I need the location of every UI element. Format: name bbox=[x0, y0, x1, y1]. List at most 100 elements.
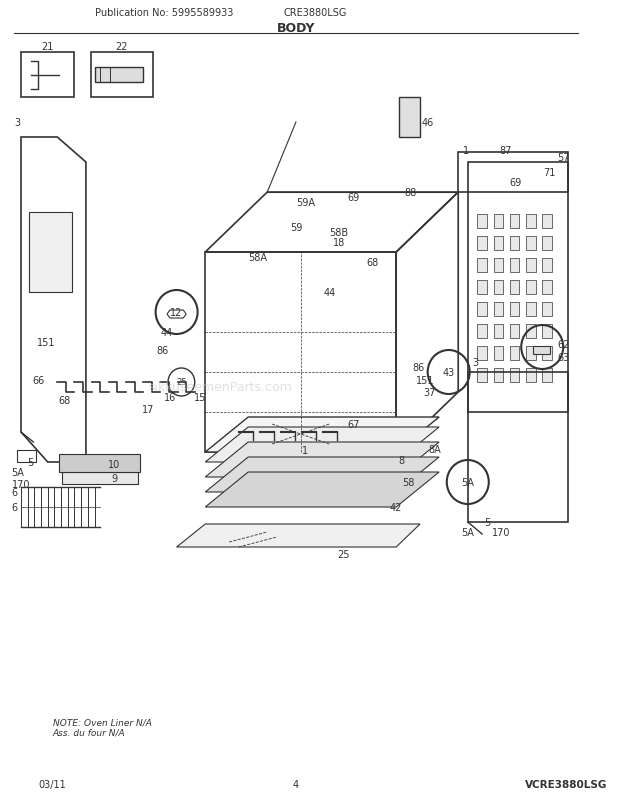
Bar bbox=[477, 259, 487, 273]
Text: 25: 25 bbox=[337, 549, 350, 559]
Bar bbox=[95, 68, 143, 83]
Bar bbox=[526, 215, 536, 229]
Polygon shape bbox=[205, 418, 439, 452]
Text: 6: 6 bbox=[11, 502, 17, 512]
Text: sikkuseemenParts.com: sikkuseemenParts.com bbox=[148, 381, 292, 394]
Text: 3: 3 bbox=[472, 358, 479, 367]
Bar bbox=[399, 98, 420, 138]
Text: 12: 12 bbox=[170, 308, 183, 318]
Text: 170: 170 bbox=[492, 528, 510, 537]
Text: 71: 71 bbox=[542, 168, 555, 178]
Bar bbox=[17, 451, 37, 463]
Bar bbox=[526, 259, 536, 273]
Text: 62: 62 bbox=[557, 339, 569, 350]
Bar bbox=[477, 346, 487, 361]
Bar bbox=[477, 369, 487, 383]
Bar bbox=[510, 215, 520, 229]
Bar bbox=[526, 346, 536, 361]
Text: 58A: 58A bbox=[248, 253, 267, 263]
Bar bbox=[542, 369, 552, 383]
Text: 58B: 58B bbox=[329, 228, 348, 237]
Text: 58: 58 bbox=[402, 477, 415, 488]
Bar bbox=[526, 237, 536, 251]
Bar bbox=[205, 253, 396, 452]
Text: 37: 37 bbox=[423, 387, 436, 398]
Bar bbox=[477, 325, 487, 338]
Bar bbox=[477, 215, 487, 229]
Bar bbox=[510, 281, 520, 294]
Text: 59A: 59A bbox=[296, 198, 315, 208]
Bar bbox=[477, 281, 487, 294]
Text: 4: 4 bbox=[293, 779, 299, 789]
Text: 86: 86 bbox=[156, 346, 169, 355]
Bar bbox=[542, 325, 552, 338]
Text: 68: 68 bbox=[366, 257, 378, 268]
Text: NOTE: Oven Liner N/A
Ass. du four N/A: NOTE: Oven Liner N/A Ass. du four N/A bbox=[53, 718, 151, 737]
Text: 17: 17 bbox=[142, 404, 154, 415]
Bar bbox=[526, 325, 536, 338]
Bar bbox=[494, 325, 503, 338]
Bar bbox=[510, 369, 520, 383]
Text: 5: 5 bbox=[27, 457, 33, 468]
Bar bbox=[542, 215, 552, 229]
Polygon shape bbox=[205, 457, 439, 492]
Text: 25: 25 bbox=[176, 378, 187, 387]
Text: 67: 67 bbox=[347, 419, 360, 429]
Text: 15: 15 bbox=[194, 392, 206, 403]
Bar bbox=[62, 472, 138, 484]
Text: 44: 44 bbox=[161, 327, 173, 338]
Text: Publication No: 5995589933: Publication No: 5995589933 bbox=[95, 8, 234, 18]
Text: 03/11: 03/11 bbox=[38, 779, 66, 789]
Bar bbox=[542, 302, 552, 317]
Text: 21: 21 bbox=[41, 42, 53, 52]
Bar bbox=[477, 302, 487, 317]
Text: 8A: 8A bbox=[428, 444, 441, 455]
Bar bbox=[494, 302, 503, 317]
Bar bbox=[526, 369, 536, 383]
Text: 151: 151 bbox=[415, 375, 434, 386]
Text: 8: 8 bbox=[398, 456, 404, 465]
Bar bbox=[542, 237, 552, 251]
Text: 151: 151 bbox=[37, 338, 55, 347]
Text: 86: 86 bbox=[412, 363, 424, 373]
Text: 66: 66 bbox=[32, 375, 44, 386]
Bar bbox=[526, 281, 536, 294]
Text: 42: 42 bbox=[390, 502, 402, 512]
Bar bbox=[510, 237, 520, 251]
Text: 3: 3 bbox=[14, 118, 20, 128]
Bar bbox=[510, 259, 520, 273]
Text: 22: 22 bbox=[115, 42, 128, 52]
Text: 5A: 5A bbox=[461, 528, 474, 537]
Text: 1: 1 bbox=[463, 146, 469, 156]
Text: 59: 59 bbox=[290, 223, 302, 233]
Bar bbox=[21, 53, 74, 98]
Text: 5A: 5A bbox=[11, 468, 24, 477]
Text: 6: 6 bbox=[11, 488, 17, 497]
Text: 43: 43 bbox=[443, 367, 455, 378]
Text: 44: 44 bbox=[323, 288, 335, 298]
Bar bbox=[494, 281, 503, 294]
Text: 46: 46 bbox=[422, 118, 434, 128]
Bar bbox=[510, 302, 520, 317]
Bar bbox=[494, 346, 503, 361]
Bar bbox=[542, 346, 552, 361]
Bar bbox=[526, 302, 536, 317]
Text: 170: 170 bbox=[12, 480, 30, 489]
Text: VCRE3880LSG: VCRE3880LSG bbox=[525, 779, 608, 789]
Polygon shape bbox=[205, 427, 439, 463]
Bar bbox=[494, 259, 503, 273]
Text: 18: 18 bbox=[333, 237, 345, 248]
Text: 63: 63 bbox=[557, 353, 569, 363]
Text: 1: 1 bbox=[303, 445, 309, 456]
Polygon shape bbox=[205, 472, 439, 508]
Bar bbox=[533, 346, 550, 354]
Text: BODY: BODY bbox=[277, 22, 315, 34]
Text: 57: 57 bbox=[557, 153, 570, 163]
Text: CRE3880LSG: CRE3880LSG bbox=[283, 8, 347, 18]
Polygon shape bbox=[205, 443, 439, 477]
Text: 9: 9 bbox=[112, 473, 118, 484]
Text: 88: 88 bbox=[404, 188, 417, 198]
Bar bbox=[510, 325, 520, 338]
Bar bbox=[494, 369, 503, 383]
Bar bbox=[542, 281, 552, 294]
